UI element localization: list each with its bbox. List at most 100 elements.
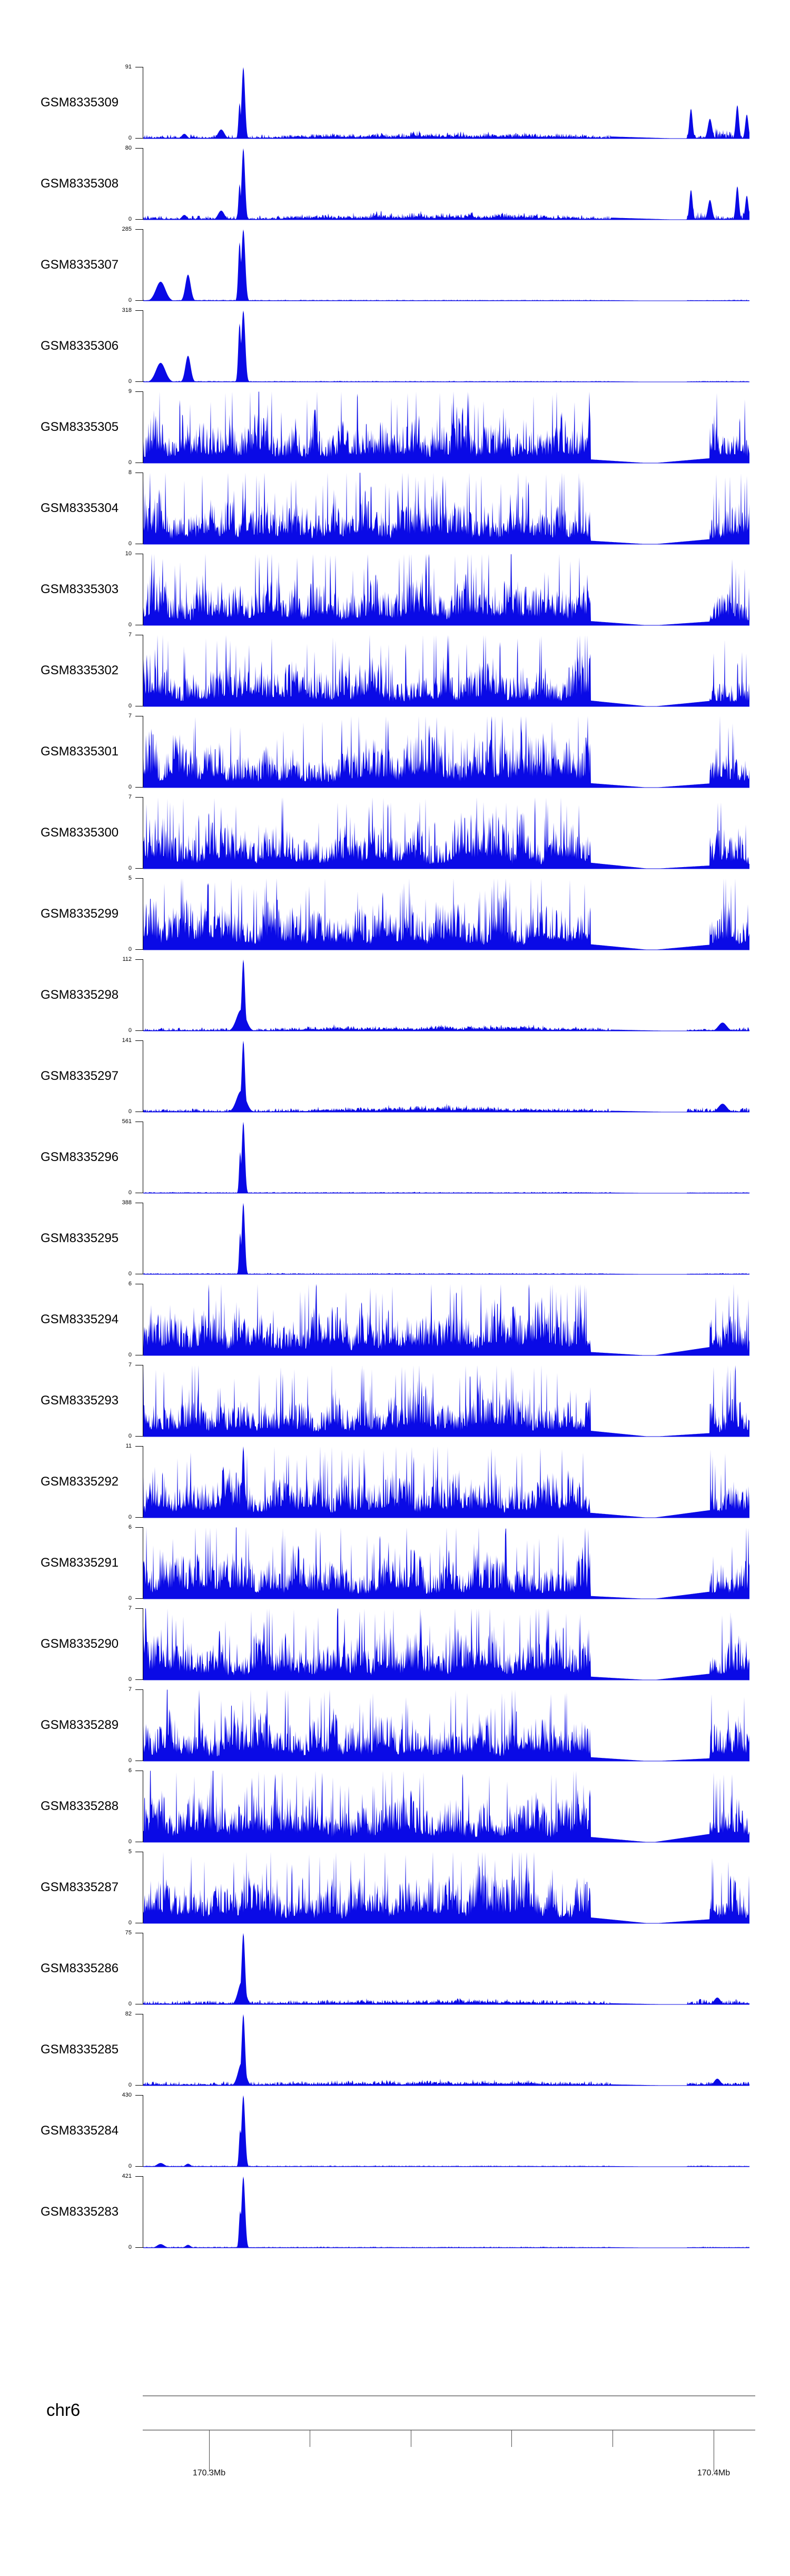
coverage-signal-plot — [143, 391, 749, 464]
coverage-signal-plot — [143, 1284, 749, 1356]
track-sample-label: GSM8335289 — [41, 1718, 119, 1732]
y-axis-max-value: 430 — [122, 2092, 132, 2098]
coverage-signal-plot — [143, 1365, 749, 1437]
y-axis-max-value: 11 — [125, 1443, 132, 1449]
y-axis-zero-value: 0 — [128, 540, 132, 547]
track-sample-label: GSM8335286 — [41, 1961, 119, 1975]
track-sample-label: GSM8335306 — [41, 339, 119, 353]
y-axis-zero-value: 0 — [128, 2163, 132, 2169]
y-axis-max-tick — [135, 1689, 143, 1690]
y-axis-max-tick — [135, 959, 143, 960]
coverage-area — [143, 1771, 749, 1843]
track-sample-label: GSM8335288 — [41, 1799, 119, 1813]
y-axis-zero-value: 0 — [128, 1514, 132, 1520]
y-axis-zero-value: 0 — [128, 216, 132, 222]
y-axis-zero-value: 0 — [128, 1352, 132, 1358]
coverage-signal-plot — [143, 1933, 749, 2005]
y-axis-max-value: 80 — [125, 145, 132, 151]
coverage-area — [143, 1122, 749, 1194]
coverage-area — [143, 1203, 749, 1275]
y-axis-zero-value: 0 — [128, 2001, 132, 2007]
y-axis-max-value: 6 — [128, 1767, 132, 1774]
y-axis-max-value: 5 — [128, 875, 132, 881]
coverage-signal-plot — [143, 959, 749, 1031]
y-axis-zero-tick — [135, 1679, 143, 1680]
y-axis-max-value: 6 — [128, 1524, 132, 1530]
track-sample-label: GSM8335301 — [41, 744, 119, 759]
track-sample-label: GSM8335295 — [41, 1231, 119, 1245]
coverage-area — [143, 1284, 749, 1356]
track-sample-label: GSM8335299 — [41, 907, 119, 921]
y-axis-zero-tick — [135, 949, 143, 950]
y-axis-zero-tick — [135, 2247, 143, 2248]
y-axis-zero-tick — [135, 2085, 143, 2086]
y-axis-zero-value: 0 — [128, 1838, 132, 1845]
y-axis-zero-value: 0 — [128, 2082, 132, 2088]
ruler-label-left: 170.3Mb — [192, 2469, 226, 2477]
coverage-signal-plot — [143, 229, 749, 301]
y-axis-max-tick — [135, 1446, 143, 1447]
y-axis-max-value: 91 — [125, 64, 132, 70]
y-axis-zero-value: 0 — [128, 1189, 132, 1196]
coverage-area — [143, 1852, 749, 1924]
y-axis-zero-value: 0 — [128, 135, 132, 141]
track-sample-label: GSM8335302 — [41, 663, 119, 677]
coverage-area — [143, 148, 749, 220]
y-axis-zero-tick — [135, 1598, 143, 1599]
track-sample-label: GSM8335308 — [41, 176, 119, 191]
y-axis-max-value: 421 — [122, 2173, 132, 2179]
ruler-minor-tick — [511, 2430, 512, 2447]
y-axis-max-value: 388 — [122, 1199, 132, 1206]
ruler-top-line — [143, 2395, 755, 2396]
y-axis-max-tick — [135, 391, 143, 392]
y-axis-zero-value: 0 — [128, 703, 132, 709]
coverage-signal-plot — [143, 310, 749, 382]
y-axis-zero-tick — [135, 1436, 143, 1437]
coverage-signal-plot — [143, 2176, 749, 2248]
coverage-area — [143, 554, 749, 626]
track-sample-label: GSM8335303 — [41, 582, 119, 596]
y-axis-max-value: 561 — [122, 1118, 132, 1125]
chromosome-name-label: chr6 — [46, 2400, 81, 2420]
coverage-area — [143, 67, 749, 139]
coverage-area — [143, 959, 749, 1031]
coverage-area — [143, 310, 749, 382]
y-axis-zero-value: 0 — [128, 1595, 132, 1601]
y-axis-zero-value: 0 — [128, 1108, 132, 1115]
y-axis-zero-tick — [135, 300, 143, 301]
y-axis-max-tick — [135, 229, 143, 230]
coverage-signal-plot — [143, 1852, 749, 1924]
track-sample-label: GSM8335283 — [41, 2205, 119, 2219]
track-sample-label: GSM8335290 — [41, 1637, 119, 1651]
y-axis-zero-tick — [135, 219, 143, 220]
coverage-signal-plot — [143, 1608, 749, 1680]
y-axis-zero-value: 0 — [128, 622, 132, 628]
y-axis-max-value: 5 — [128, 1849, 132, 1855]
y-axis-zero-value: 0 — [128, 1676, 132, 1683]
track-sample-label: GSM8335292 — [41, 1474, 119, 1489]
coverage-signal-plot — [143, 716, 749, 788]
coverage-area — [143, 1608, 749, 1680]
coverage-area — [143, 1689, 749, 1762]
y-axis-max-value: 82 — [125, 2011, 132, 2017]
y-axis-zero-tick — [135, 1030, 143, 1031]
coverage-area — [143, 1446, 749, 1518]
y-axis-max-value: 10 — [125, 550, 132, 557]
track-sample-label: GSM8335296 — [41, 1150, 119, 1164]
y-axis-max-value: 285 — [122, 226, 132, 232]
coverage-area — [143, 2176, 749, 2248]
y-axis-zero-tick — [135, 868, 143, 869]
coverage-area — [143, 635, 749, 707]
y-axis-max-value: 6 — [128, 1281, 132, 1287]
y-axis-zero-value: 0 — [128, 1271, 132, 1277]
coverage-area — [143, 797, 749, 869]
ruler-label-right: 170.4Mb — [697, 2469, 730, 2477]
track-sample-label: GSM8335294 — [41, 1312, 119, 1326]
y-axis-zero-tick — [135, 1517, 143, 1518]
y-axis-max-tick — [135, 878, 143, 879]
track-sample-label: GSM8335293 — [41, 1393, 119, 1408]
y-axis-zero-value: 0 — [128, 1027, 132, 1034]
coverage-signal-plot — [143, 1446, 749, 1518]
coverage-area — [143, 878, 749, 950]
y-axis-max-tick — [135, 797, 143, 798]
